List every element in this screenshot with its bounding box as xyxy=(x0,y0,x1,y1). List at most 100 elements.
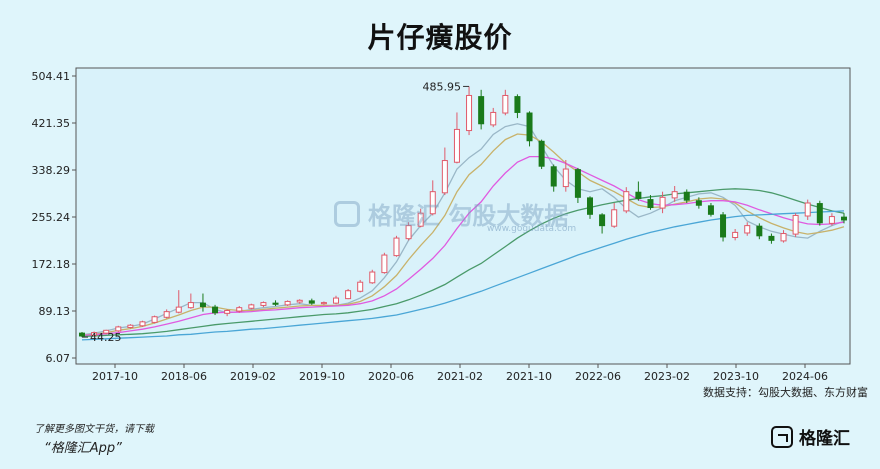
glh-logo-icon xyxy=(771,425,793,448)
candle xyxy=(780,230,787,243)
candle xyxy=(562,159,569,192)
candle-body xyxy=(151,316,158,323)
candle-body xyxy=(659,196,666,209)
candle xyxy=(538,139,545,170)
series-line-ma120 xyxy=(81,210,845,341)
candle-body xyxy=(466,94,473,132)
candle-body xyxy=(308,300,315,304)
candle xyxy=(127,324,134,329)
x-tick-label: 2023-10 xyxy=(713,370,759,383)
brand-name: 格隆汇 xyxy=(799,429,850,449)
x-tick-label: 2017-10 xyxy=(92,370,138,383)
candle xyxy=(224,309,231,317)
y-tick-label: 255.24 xyxy=(32,211,71,224)
candle xyxy=(707,202,714,217)
candle-body xyxy=(707,205,714,215)
candle-body xyxy=(272,302,279,305)
candle xyxy=(296,299,303,304)
footer-line1: 了解更多图文干货，请下载 xyxy=(34,424,154,435)
x-tick-label: 2024-06 xyxy=(782,370,828,383)
candle-body xyxy=(127,324,134,328)
x-tick-label: 2021-10 xyxy=(506,370,552,383)
candlesticks xyxy=(79,86,847,338)
candle xyxy=(308,298,315,305)
candle-body xyxy=(695,200,702,206)
x-tick-label: 2020-06 xyxy=(368,370,414,383)
candle xyxy=(260,301,267,308)
candle-body xyxy=(574,169,581,198)
candle xyxy=(683,189,690,203)
candle-body xyxy=(647,199,654,209)
y-tick-label: 89.13 xyxy=(39,305,71,318)
candle xyxy=(139,320,146,327)
candle-body xyxy=(587,197,593,215)
candle xyxy=(357,279,364,293)
candle-body xyxy=(768,235,775,241)
candle-body xyxy=(333,297,339,304)
candle xyxy=(175,290,182,314)
candle xyxy=(199,293,206,312)
candle xyxy=(441,147,448,196)
candle-body xyxy=(175,306,182,313)
candle-body xyxy=(683,191,690,201)
candle xyxy=(792,213,799,237)
candle xyxy=(744,222,751,236)
candle xyxy=(574,167,581,203)
candle-body xyxy=(490,111,497,126)
candle xyxy=(804,199,811,220)
x-tick-label: 2018-06 xyxy=(161,370,207,383)
candle-body xyxy=(478,96,485,125)
series-line-ma5 xyxy=(81,123,845,336)
candle xyxy=(720,212,727,242)
candle-body xyxy=(780,233,787,242)
candle-body xyxy=(756,225,763,237)
candle xyxy=(284,300,291,306)
data-source: 数据支持：勾股大数据、东方财富 xyxy=(703,386,868,399)
candle-body xyxy=(623,191,630,212)
candle xyxy=(550,164,557,192)
candle xyxy=(466,86,473,136)
candle-body xyxy=(115,326,122,332)
candle xyxy=(841,213,847,224)
candle-body xyxy=(320,302,327,305)
watermark-logo-icon xyxy=(334,200,360,227)
brand: 格隆汇 xyxy=(771,424,850,449)
candle-body xyxy=(381,254,388,274)
x-axis: 2017-10 2018-06 2019-02 2019-10 2020-06 2021-… xyxy=(92,364,828,383)
candle xyxy=(345,289,352,300)
candle xyxy=(514,94,521,119)
candle-body xyxy=(816,203,823,224)
candle-body xyxy=(163,311,170,318)
candle-body xyxy=(671,191,678,199)
candle-body xyxy=(405,225,412,240)
candle-body xyxy=(199,302,206,308)
min-annotation: 44.25 xyxy=(90,331,122,344)
candle-body xyxy=(514,96,521,113)
y-tick-label: 6.07 xyxy=(46,352,71,365)
candle-body xyxy=(417,212,424,227)
series-line-ma60 xyxy=(81,188,845,338)
candle-body xyxy=(260,302,267,306)
series-line-ma10 xyxy=(81,133,845,337)
candle xyxy=(635,181,642,201)
candle xyxy=(526,111,533,147)
series-line-ma20 xyxy=(81,155,845,337)
candle-body xyxy=(429,191,436,215)
candle xyxy=(115,325,122,333)
candle-body xyxy=(828,216,835,224)
y-tick-label: 504.41 xyxy=(32,70,71,83)
footer-line2[interactable]: “格隆汇App” xyxy=(44,441,122,456)
candle xyxy=(611,202,618,228)
candle xyxy=(236,305,243,313)
candle xyxy=(671,186,678,202)
candle-body xyxy=(139,321,146,327)
x-tick-label: 2019-02 xyxy=(230,370,276,383)
candle-body xyxy=(732,231,739,239)
candle xyxy=(187,293,194,309)
candle-body xyxy=(393,237,400,257)
candle-body xyxy=(453,128,460,163)
candle-body xyxy=(91,332,98,336)
candle-body xyxy=(792,214,799,235)
watermark-text: 格隆汇 勾股大数据 xyxy=(368,202,569,230)
candle xyxy=(320,301,327,305)
